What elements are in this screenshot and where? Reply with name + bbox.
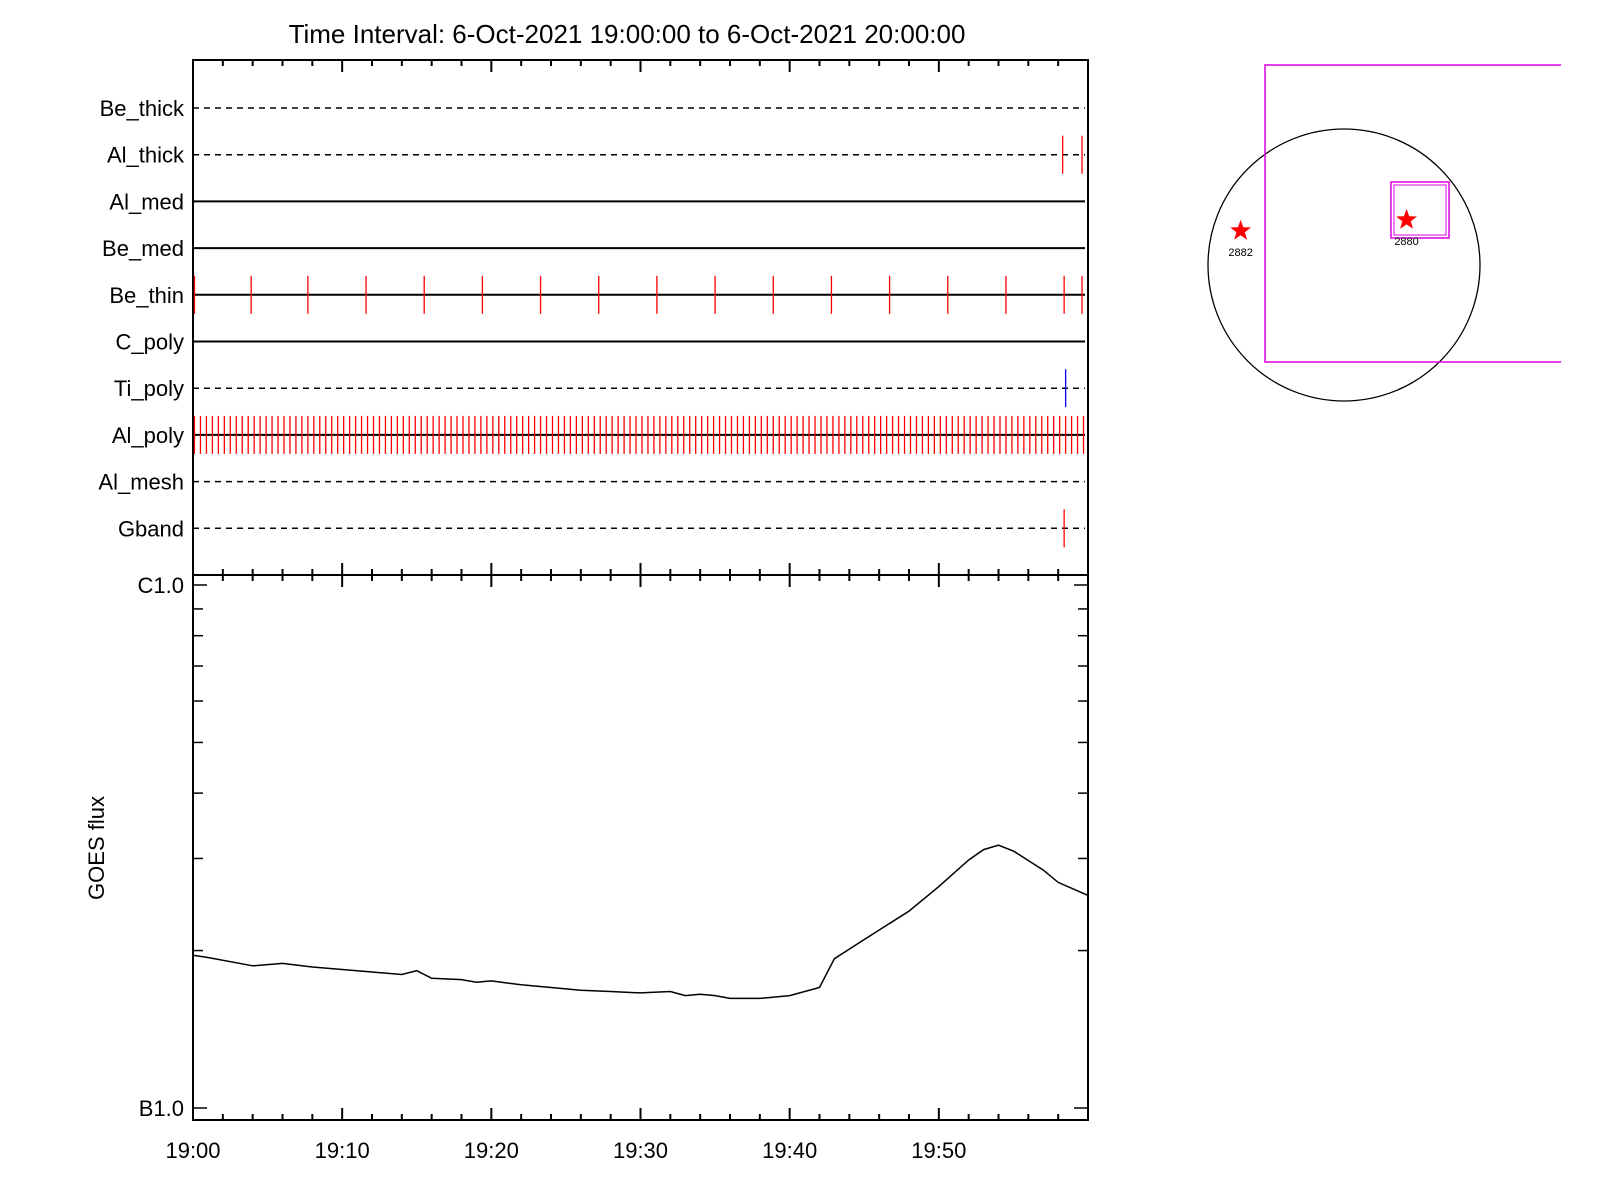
x-tick-label: 19:50: [911, 1138, 966, 1163]
active-region-star: [1396, 208, 1417, 229]
x-tick-label: 19:40: [762, 1138, 817, 1163]
x-tick-label: 19:30: [613, 1138, 668, 1163]
solar-locator: 2880 2882: [1207, 64, 1561, 402]
timeline-row-label: Gband: [118, 516, 184, 541]
timeline-row-label: Al_poly: [112, 423, 184, 448]
active-region-label: 2882: [1228, 247, 1252, 259]
x-tick-label: 19:00: [165, 1138, 220, 1163]
timeline-row-label: Al_mesh: [98, 470, 184, 495]
active-region-label: 2880: [1394, 236, 1418, 248]
fov-box-large: [1264, 64, 1561, 363]
fov-box-small-inner: [1393, 184, 1447, 236]
goes-flux-chart: 19:00 19:10 19:20 19:30 19:40 19:50 C1.0 B1.0: [138, 573, 1089, 1163]
y-tick-label: B1.0: [139, 1096, 184, 1121]
timeline-row-label: Al_med: [109, 189, 184, 214]
x-tick-label: 19:20: [464, 1138, 519, 1163]
y-tick-label: C1.0: [138, 573, 184, 598]
timeline-row-label: C_poly: [116, 330, 184, 355]
timeline-row-label: Be_thin: [109, 283, 184, 308]
active-region-star: [1230, 219, 1252, 240]
x-tick-label: 19:10: [315, 1138, 370, 1163]
timeline-row-label: Be_thick: [100, 96, 185, 121]
fov-box-small: [1390, 181, 1450, 239]
timeline-row-label: Be_med: [102, 236, 184, 261]
timeline-row-label: Al_thick: [107, 143, 185, 168]
solar-disk: [1207, 128, 1481, 402]
event-timeline: Be_thick Al_thick Al_med Be_med Be_thin C_pol…: [98, 60, 1089, 575]
timeline-row-label: Ti_poly: [114, 376, 184, 401]
chart-title: Time Interval: 6-Oct-2021 19:00:00 to 6-…: [289, 19, 966, 49]
timeline-panel-frame: [192, 59, 1089, 576]
goes-panel-frame: [192, 574, 1089, 1121]
goes-ylabel: GOES flux: [84, 796, 109, 900]
goes-flux-line: [192, 844, 1089, 1000]
